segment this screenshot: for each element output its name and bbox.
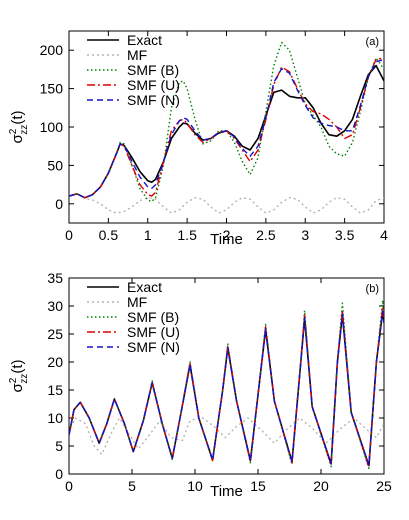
- y-tick-label: 30: [47, 298, 63, 314]
- x-tick-label: 10: [187, 478, 203, 494]
- y-tick-label: 150: [40, 81, 64, 97]
- chart-panel-1: 0 5 10 15 20 25 0 5 10 15 20 25 30 35 Time σ2zz(t) (b) Ex…: [8, 270, 392, 500]
- series-line-smf-n: [69, 310, 384, 467]
- y-tick-label: 200: [40, 42, 64, 58]
- x-tick-label: 3: [301, 227, 309, 243]
- legend-entry: SMF (U): [127, 77, 180, 93]
- legend-entry: SMF (B): [127, 62, 179, 78]
- x-tick-label: 2.5: [256, 227, 276, 243]
- x-tick-label: 15: [250, 478, 266, 494]
- y-tick-label: 20: [47, 354, 63, 370]
- x-tick-label: 2: [223, 227, 231, 243]
- panel-label: (b): [366, 283, 379, 295]
- series-line-mf: [69, 416, 384, 456]
- x-tick-label: 5: [128, 478, 136, 494]
- plot-frame: [68, 277, 385, 475]
- series-line-smf-u: [69, 306, 384, 468]
- legend-entry: MF: [127, 47, 147, 63]
- legend-entry: Exact: [127, 279, 162, 295]
- legend-entry: SMF (B): [127, 309, 179, 325]
- series-line-mf: [69, 193, 384, 214]
- y-tick-label: 50: [47, 157, 63, 173]
- legend-entry: MF: [127, 294, 147, 310]
- y-tick-label: 25: [47, 326, 63, 342]
- panel-label: (a): [366, 36, 379, 48]
- x-tick-label: 25: [376, 478, 392, 494]
- series-line-exact: [69, 310, 384, 467]
- series-line-smf-u: [69, 57, 384, 199]
- x-tick-label: 0: [65, 478, 73, 494]
- x-tick-label: 20: [313, 478, 329, 494]
- series-line-smf-n: [69, 58, 384, 199]
- y-axis-label: σ2zz(t): [8, 360, 30, 393]
- x-tick-label: 0: [65, 227, 73, 243]
- y-tick-label: 0: [55, 196, 63, 212]
- series-line-smf-b: [69, 41, 384, 203]
- x-tick-label: 4: [380, 227, 388, 243]
- y-tick-label: 35: [47, 270, 63, 286]
- x-tick-label: 3.5: [335, 227, 355, 243]
- y-axis-label: σ2zz(t): [8, 111, 30, 144]
- legend-entry: SMF (N): [127, 92, 180, 108]
- x-tick-label: 1: [144, 227, 152, 243]
- legend-entry: SMF (N): [127, 339, 180, 355]
- legend-entry: SMF (U): [127, 324, 180, 340]
- x-tick-label: 0.5: [99, 227, 119, 243]
- x-axis-label: Time: [210, 231, 243, 248]
- y-tick-label: 10: [47, 410, 63, 426]
- chart-panel-0: 0 0.5 1 1.5 2 2.5 3 3.5 4 0 50 100 150 200 Time σ2zz(t)…: [8, 30, 388, 248]
- x-axis-label: Time: [210, 483, 243, 500]
- x-tick-label: 1.5: [177, 227, 197, 243]
- y-tick-label: 100: [40, 119, 64, 135]
- legend-entry: Exact: [127, 32, 162, 48]
- y-tick-label: 0: [55, 466, 63, 482]
- y-tick-label: 15: [47, 382, 63, 398]
- y-tick-label: 5: [55, 438, 63, 454]
